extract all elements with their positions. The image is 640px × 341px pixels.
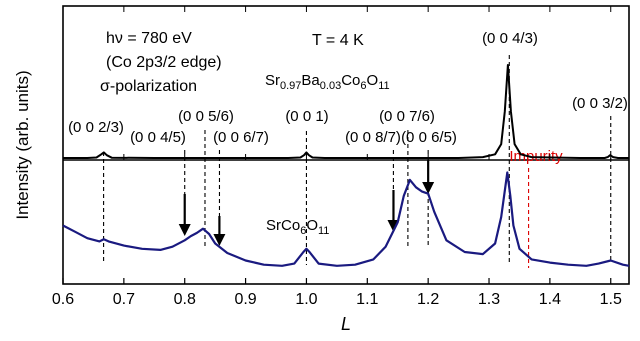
x-tick-label: 1.5: [600, 291, 622, 308]
reflection-label: (0 0 5/6): [178, 108, 234, 125]
reflection-markers: (0 0 2/3) (0 0 4/5) (0 0 5/6) (0 0 6/7) (0 0…: [68, 30, 628, 268]
series-line-0: [63, 64, 629, 159]
arrow-head: [213, 234, 226, 246]
x-axis-label: L: [341, 314, 351, 334]
reflection-label: (0 0 6/5): [401, 129, 457, 146]
reflection-label: (0 0 7/6): [379, 108, 435, 125]
reflection-label: (0 0 4/3): [482, 30, 538, 47]
reflection-label: (0 0 6/7): [213, 129, 269, 146]
reflection-label: (0 0 2/3): [68, 119, 124, 136]
reflection-label: (0 0 1): [285, 108, 328, 125]
reflection-label: (0 0 4/5): [130, 129, 186, 146]
x-tick-label: 1.0: [295, 291, 317, 308]
reflection-label: (0 0 8/7): [345, 129, 401, 146]
series-label-sr097: Sr0.97​Ba0.03​Co6​O11​: [265, 72, 390, 92]
edge-annotation: (Co 2p3/2 edge): [106, 54, 222, 71]
polarization-annotation: σ-polarization: [100, 78, 197, 95]
series-line-1: [62, 171, 630, 267]
series-group: [62, 64, 630, 267]
energy-annotation: hν = 780 eV: [106, 30, 192, 47]
x-tick-label: 1.2: [417, 291, 439, 308]
x-tick-label: 1.4: [539, 291, 561, 308]
plot-frame: [62, 5, 630, 285]
x-tick-label: 0.6: [52, 291, 74, 308]
x-tick-label: 0.7: [113, 291, 135, 308]
x-tick-label: 1.1: [356, 291, 378, 308]
x-tick-label: 0.8: [174, 291, 196, 308]
reflection-label: (0 0 3/2): [572, 95, 628, 112]
x-tick-label: 0.9: [234, 291, 256, 308]
arrow-head: [178, 224, 191, 236]
x-axis-ticks: 0.6 0.7 0.8 0.9 1.0 1.1 1.2 1.3 1.4 1.5: [52, 6, 622, 308]
temperature-annotation: T = 4 K: [312, 32, 364, 49]
series-label-srco6o11: SrCo6​O11​: [266, 217, 329, 237]
arrow-head: [422, 182, 435, 194]
x-tick-label: 1.3: [478, 291, 500, 308]
y-axis-label: Intensity (arb. units): [13, 70, 32, 219]
